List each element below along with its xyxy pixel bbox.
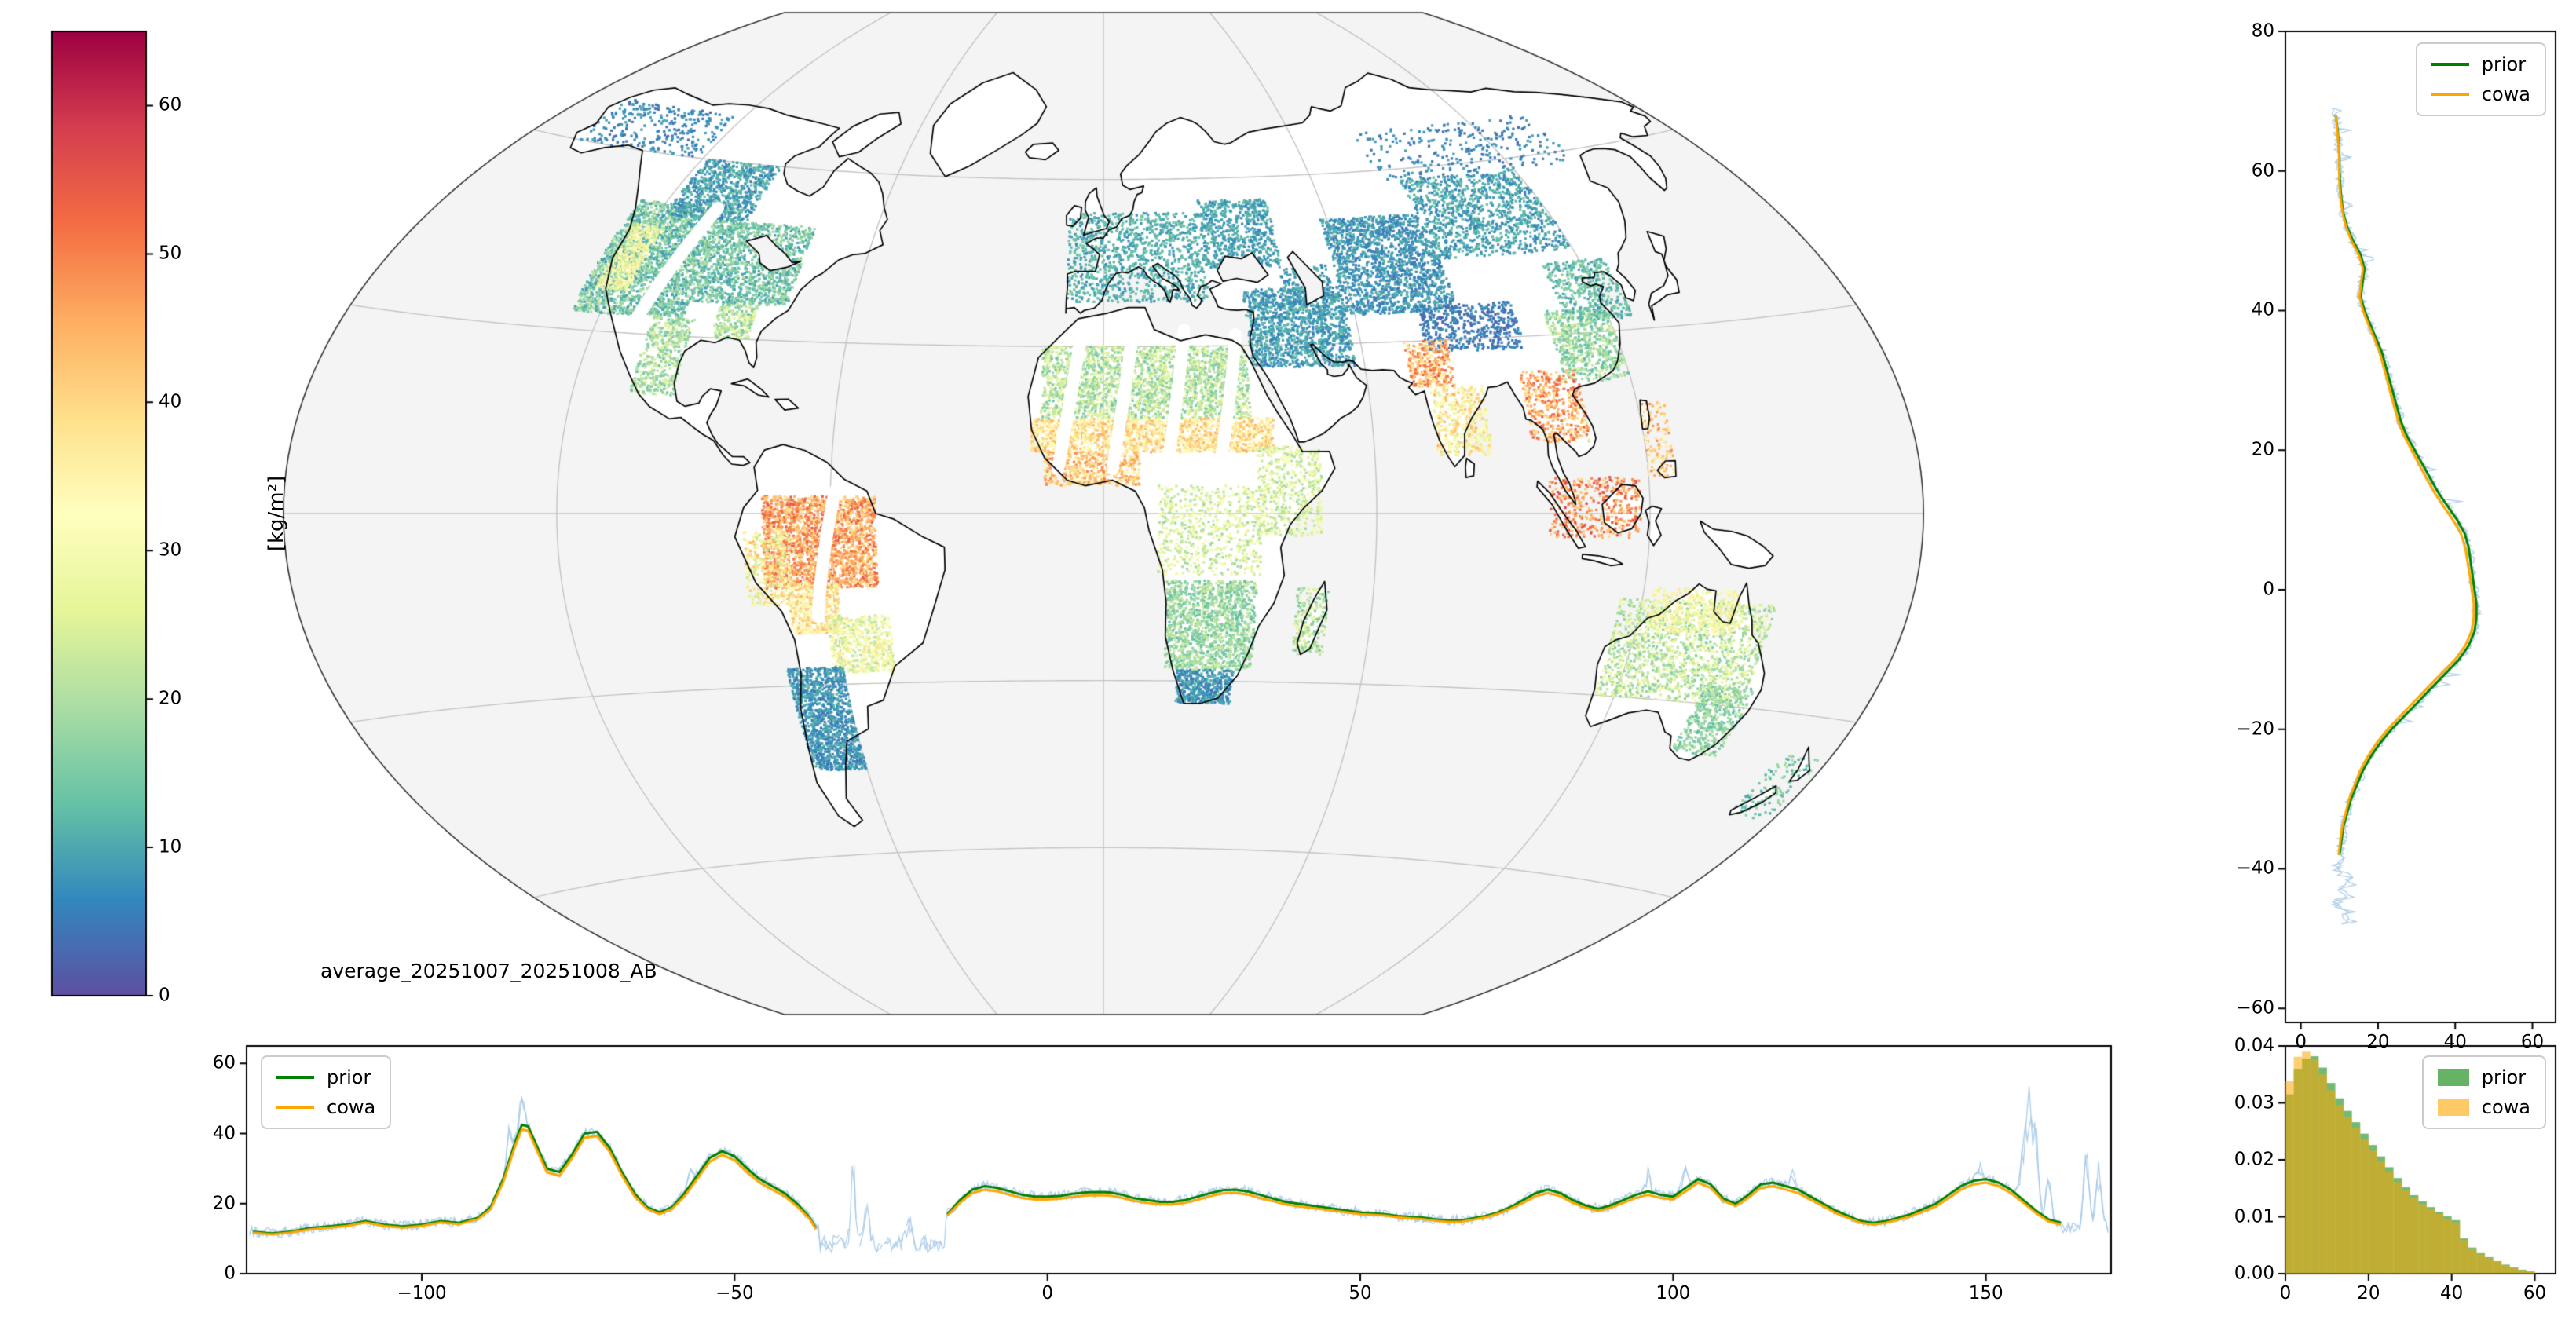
colorbar-unit-label: [kg/m²]	[265, 475, 288, 552]
map-annotation: average_20251007_20251008_AB	[320, 960, 657, 982]
